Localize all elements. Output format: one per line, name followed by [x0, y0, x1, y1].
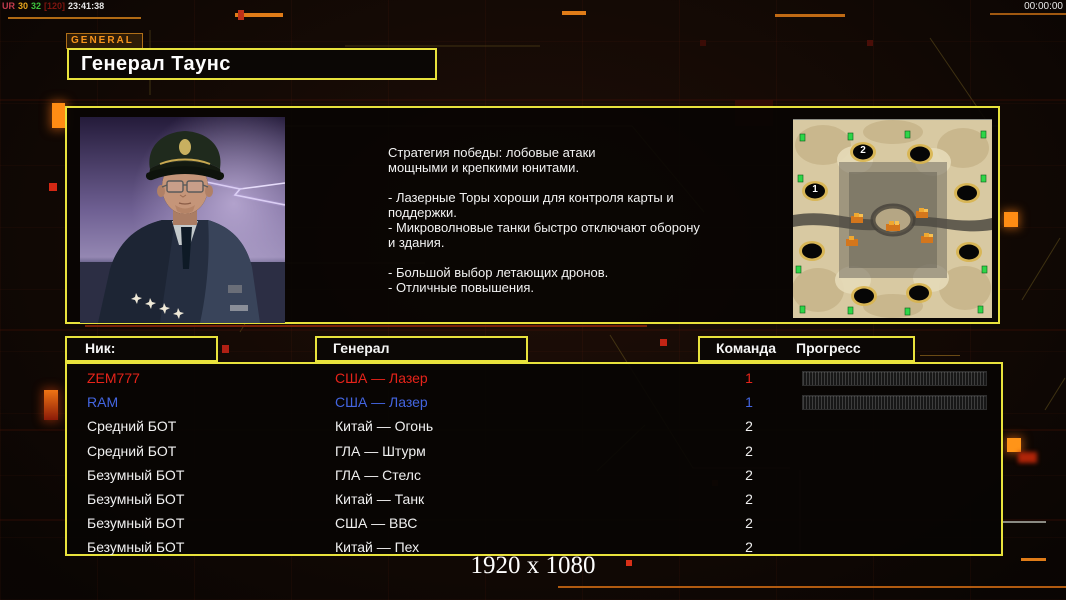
map-start-position-1: 1 — [812, 184, 818, 195]
player-team: 2 — [745, 490, 753, 507]
player-general: США — ВВС — [335, 515, 418, 532]
decor-marker — [1007, 438, 1021, 452]
player-progress-bar — [802, 395, 987, 411]
column-header-team: Команда — [716, 340, 776, 356]
player-general: США — Лазер — [335, 394, 428, 411]
player-general: Китай — Танк — [335, 490, 425, 507]
gentool-overlay: UR 30 32 [120] 23:41:38 — [2, 1, 107, 11]
decor-dash — [235, 13, 283, 17]
player-team: 2 — [745, 466, 753, 483]
map-art — [792, 120, 992, 318]
player-table-rows: ZEM777 США — Лазер 1 RAM США — Лазер 1 С… — [67, 366, 1001, 555]
decor-marker — [1018, 452, 1037, 463]
player-nick: Безумный БОТ — [87, 539, 185, 556]
general-tab: GENERAL — [66, 33, 143, 49]
player-team: 2 — [745, 539, 753, 556]
table-row: Безумный БОТ Китай — Пех 2 — [67, 535, 1001, 559]
player-team: 1 — [745, 394, 753, 411]
decor-red-square — [49, 183, 57, 191]
player-general: США — Лазер — [335, 370, 428, 386]
player-team: 2 — [745, 418, 753, 435]
player-table: ZEM777 США — Лазер 1 RAM США — Лазер 1 С… — [65, 362, 1003, 556]
overlay-segment: 32 — [31, 1, 42, 11]
decor-red-square — [626, 560, 632, 566]
portrait-art — [80, 117, 286, 323]
player-general: ГЛА — Стелс — [335, 466, 421, 483]
player-general: Китай — Огонь — [335, 418, 434, 435]
general-title-box: Генерал Таунс — [67, 48, 437, 80]
overlay-segment: [120] — [44, 1, 66, 11]
map-start-position-2: 2 — [860, 145, 866, 156]
decor-dash — [990, 13, 1066, 15]
decor-dash — [1001, 521, 1046, 523]
decor-dash — [558, 586, 1066, 588]
decor-dash — [8, 17, 141, 19]
player-general: Китай — Пех — [335, 539, 420, 556]
decor-dash — [775, 14, 845, 17]
decor-marker — [1004, 212, 1018, 227]
table-row: Средний БОТ ГЛА — Штурм 2 — [67, 439, 1001, 463]
decor-dash — [1021, 558, 1046, 561]
match-timer: 00:00:00 — [1024, 1, 1063, 12]
decor-red-square — [867, 40, 873, 46]
player-nick: Безумный БОТ — [87, 515, 185, 532]
decor-marker — [52, 103, 65, 128]
decor-red-square — [222, 345, 229, 353]
player-team: 1 — [745, 370, 753, 386]
player-nick: Безумный БОТ — [87, 490, 185, 507]
column-header-general: Генерал — [315, 336, 528, 362]
player-nick: RAM — [87, 394, 119, 411]
table-row: Безумный БОТ Китай — Танк 2 — [67, 487, 1001, 511]
player-progress-bar — [802, 371, 987, 386]
map-preview — [792, 119, 992, 318]
strategy-text: Стратегия победы: лобовые атаки мощными … — [388, 145, 700, 295]
table-row: Безумный БОТ ГЛА — Стелс 2 — [67, 463, 1001, 487]
player-nick: Средний БОТ — [87, 442, 177, 459]
player-nick: Безумный БОТ — [87, 466, 185, 483]
decor-dash — [562, 11, 586, 15]
column-header-progress: Прогресс — [796, 340, 861, 356]
table-row: RAM США — Лазер 1 — [67, 390, 1001, 414]
player-general: ГЛА — Штурм — [335, 442, 426, 459]
player-nick: ZEM777 — [87, 370, 140, 386]
player-nick: Средний БОТ — [87, 418, 177, 435]
overlay-segment: 30 — [18, 1, 29, 11]
general-portrait — [80, 117, 286, 323]
decor-marker — [44, 390, 58, 420]
overlay-segment: UR — [2, 1, 15, 11]
overlay-segment: 23:41:38 — [68, 1, 105, 11]
panel-underline — [85, 325, 647, 327]
decor-red-square — [238, 10, 244, 20]
player-team: 2 — [745, 442, 753, 459]
table-row: Средний БОТ Китай — Огонь 2 — [67, 414, 1001, 438]
decor-red-square — [700, 40, 706, 46]
decor-red-square — [660, 339, 667, 346]
general-title: Генерал Таунс — [81, 52, 231, 75]
column-header-nick: Ник: — [65, 336, 218, 362]
player-team: 2 — [745, 515, 753, 532]
column-header-team-progress: Команда Прогресс — [698, 336, 915, 362]
resolution-label: 1920 x 1080 — [470, 552, 596, 579]
table-row: ZEM777 США — Лазер 1 — [67, 366, 1001, 390]
decor-dash — [920, 355, 960, 356]
table-row: Безумный БОТ США — ВВС 2 — [67, 511, 1001, 535]
